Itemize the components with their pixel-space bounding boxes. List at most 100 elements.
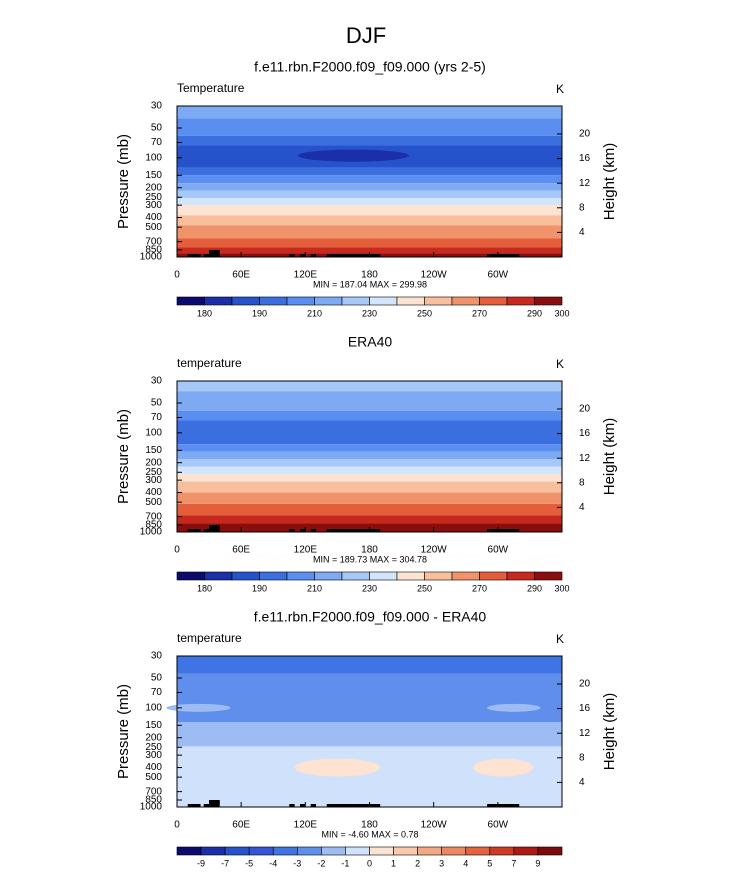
colorbar-box [259, 571, 288, 581]
colorbar-box [200, 846, 226, 856]
y2-axis-label: Height (km) [601, 143, 618, 221]
topography [209, 525, 220, 532]
y2-tick-label: 8 [579, 752, 585, 763]
y-tick-label: 500 [145, 772, 162, 783]
contour-band [177, 391, 562, 411]
colorbar-box [248, 846, 274, 856]
topography [299, 804, 306, 807]
topography [203, 529, 210, 532]
y-tick-label: 150 [145, 170, 162, 181]
colorbar-box [176, 296, 205, 306]
contour-patch [473, 758, 534, 777]
topography [209, 250, 220, 257]
x-tick-label: 60E [232, 545, 250, 556]
panel-title: f.e11.rbn.F2000.f09_f09.000 - ERA40 [254, 609, 487, 625]
contour-band [177, 247, 562, 254]
y-tick-label: 700 [145, 786, 162, 797]
y-axis-label: Pressure (mb) [115, 684, 132, 779]
y-tick-label: 300 [145, 200, 162, 211]
colorbar-box [204, 571, 233, 581]
colorbar-label: 300 [554, 308, 569, 318]
contour-band [177, 381, 562, 392]
colorbar-box [441, 846, 467, 856]
y2-tick-label: 4 [579, 502, 585, 513]
topography [310, 254, 317, 257]
contour-band [177, 492, 562, 504]
y-tick-label: 400 [145, 212, 162, 223]
colorbar-box [393, 846, 418, 856]
y-tick-label: 400 [145, 762, 162, 773]
colorbar-label: -7 [221, 858, 229, 868]
colorbar-label: 190 [252, 583, 267, 593]
contour-band [177, 673, 562, 723]
y-tick-label: 70 [151, 137, 163, 148]
topography [353, 254, 381, 257]
colorbar-label: 190 [252, 308, 267, 318]
colorbar-label: 7 [511, 858, 516, 868]
topography [353, 529, 381, 532]
colorbar-box [479, 571, 508, 581]
colorbar-label: 300 [554, 583, 569, 593]
contour-band [177, 656, 562, 674]
contour-band [177, 722, 562, 747]
colorbar-label: -9 [197, 858, 205, 868]
x-tick-label: 120E [294, 545, 318, 556]
colorbar-box [314, 571, 343, 581]
y-tick-label: 400 [145, 487, 162, 498]
colorbar-label: 250 [417, 308, 432, 318]
contour-band [177, 205, 562, 216]
stats: MIN = 187.04 MAX = 299.98 [313, 279, 427, 289]
topography [289, 804, 295, 807]
y-tick-label: 100 [145, 702, 162, 713]
y-tick-label: 50 [151, 123, 163, 134]
x-tick-label: 180 [361, 545, 378, 556]
colorbar-box [417, 846, 442, 856]
panel: f.e11.rbn.F2000.f09_f09.000 (yrs 2-5) Tem… [115, 59, 618, 319]
x-tick-label: 120E [294, 270, 318, 281]
y-tick-label: 200 [145, 732, 162, 743]
y-tick-label: 100 [145, 152, 162, 163]
colorbar-label: -2 [317, 858, 325, 868]
y-tick-label: 300 [145, 750, 162, 761]
topography [487, 804, 520, 807]
contour-band [177, 444, 562, 452]
colorbar-label: 2 [415, 858, 420, 868]
colorbar-box [286, 571, 315, 581]
colorbar-box [204, 296, 233, 306]
colorbar-box [321, 846, 346, 856]
y2-tick-label: 8 [579, 202, 585, 213]
y2-tick-label: 12 [579, 453, 591, 464]
y-tick-label: 30 [151, 101, 163, 112]
y2-tick-label: 12 [579, 728, 591, 739]
contour-patch [487, 703, 541, 712]
colorbar-box [451, 571, 480, 581]
colorbar-box [489, 846, 515, 856]
x-tick-label: 180 [361, 270, 378, 281]
contour-patch [166, 703, 231, 712]
colorbar-label: -1 [341, 858, 349, 868]
colorbar-box [345, 846, 370, 856]
contour-band [177, 451, 562, 460]
colorbar-box [506, 571, 535, 581]
colorbar-label: 290 [527, 308, 542, 318]
panel-left-label: temperature [177, 356, 242, 370]
colorbar-box [534, 296, 563, 306]
y2-tick-label: 4 [579, 227, 585, 238]
y2-axis-label: Height (km) [601, 693, 618, 771]
colorbar-label: -3 [293, 858, 301, 868]
colorbar-box [231, 296, 260, 306]
x-tick-label: 120W [421, 270, 448, 281]
y-tick-label: 500 [145, 222, 162, 233]
topography [353, 804, 381, 807]
y-tick-label: 850 [145, 245, 162, 256]
topography [203, 804, 210, 807]
colorbar-box [396, 571, 425, 581]
y-tick-label: 70 [151, 412, 163, 423]
contour-band [177, 106, 562, 119]
colorbar-box [341, 296, 370, 306]
topography [187, 529, 201, 532]
y-axis-label: Pressure (mb) [115, 134, 132, 229]
